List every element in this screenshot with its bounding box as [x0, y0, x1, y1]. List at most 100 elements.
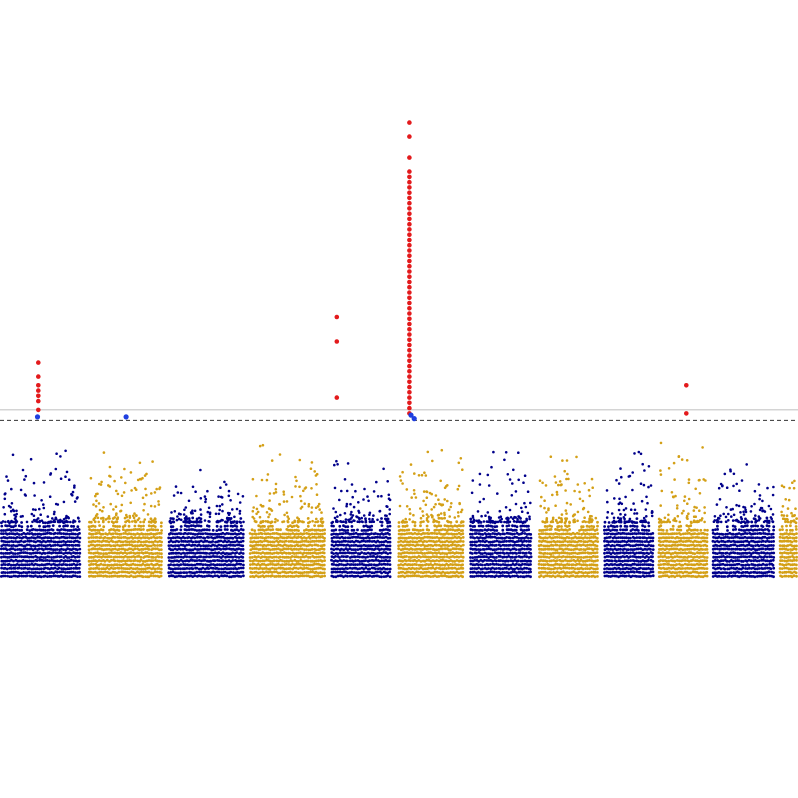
data-point — [449, 548, 452, 552]
data-point — [514, 555, 518, 559]
data-point — [287, 574, 290, 578]
data-point — [609, 567, 613, 571]
data-point — [101, 509, 104, 513]
data-point — [334, 555, 337, 558]
data-point — [421, 528, 425, 532]
data-point — [643, 563, 647, 566]
data-point — [529, 540, 532, 543]
data-point — [350, 548, 354, 551]
data-point — [251, 477, 255, 481]
data-point — [342, 543, 346, 547]
data-point — [397, 575, 401, 578]
data-point — [403, 551, 407, 555]
data-point — [346, 559, 349, 563]
data-point — [121, 559, 125, 562]
data-point — [577, 570, 581, 574]
data-point — [384, 567, 387, 571]
data-point — [523, 532, 527, 535]
data-point — [12, 528, 15, 532]
data-point — [455, 532, 459, 536]
data-point — [503, 458, 506, 462]
data-point — [227, 532, 231, 535]
data-point — [424, 503, 428, 507]
data-point — [362, 536, 366, 540]
data-point — [495, 574, 498, 578]
data-point — [133, 540, 137, 543]
data-point — [417, 551, 421, 555]
data-point — [96, 516, 100, 520]
data-point — [350, 516, 354, 519]
data-point — [145, 551, 149, 554]
data-point — [55, 548, 59, 551]
data-point — [473, 570, 476, 574]
data-point — [315, 574, 318, 578]
data-point — [53, 510, 56, 514]
data-point — [23, 547, 27, 551]
data-point — [625, 528, 629, 532]
data-point — [499, 559, 503, 562]
data-point — [241, 566, 245, 570]
data-point — [481, 533, 485, 536]
data-point — [32, 567, 35, 571]
data-point — [476, 510, 480, 513]
data-point — [368, 574, 372, 578]
data-point — [571, 514, 575, 518]
data-point — [195, 566, 199, 570]
data-point — [121, 563, 125, 566]
data-point — [92, 503, 95, 506]
data-point — [260, 478, 264, 482]
data-point — [187, 499, 191, 503]
data-point — [45, 559, 49, 562]
data-point — [62, 548, 66, 551]
data-point — [113, 516, 116, 519]
data-point — [495, 529, 499, 532]
data-point — [154, 528, 157, 532]
data-point — [378, 544, 381, 548]
data-point — [545, 518, 548, 521]
data-point — [250, 571, 254, 574]
data-point — [609, 552, 613, 556]
data-point — [635, 555, 638, 559]
data-point — [308, 555, 312, 559]
data-point — [619, 528, 622, 532]
data-point — [229, 532, 233, 536]
data-point — [407, 528, 411, 532]
data-point — [507, 528, 511, 532]
data-point — [262, 571, 266, 574]
data-point — [12, 540, 15, 544]
data-point — [194, 490, 197, 494]
data-point — [513, 543, 517, 547]
data-point — [302, 563, 306, 567]
data-point — [457, 514, 460, 518]
data-point — [151, 528, 155, 532]
data-point — [143, 518, 147, 521]
data-point — [89, 570, 93, 574]
data-point — [55, 452, 58, 456]
data-point — [362, 567, 366, 571]
data-point — [71, 536, 75, 540]
data-point — [397, 552, 401, 555]
data-point — [360, 544, 363, 548]
data-point — [137, 539, 141, 543]
data-point — [384, 514, 387, 517]
data-point — [215, 563, 219, 567]
data-point — [195, 517, 199, 521]
data-point — [539, 504, 542, 508]
data-point — [560, 520, 563, 524]
data-point — [138, 567, 141, 571]
data-point — [571, 551, 575, 555]
data-point — [343, 478, 347, 481]
data-point — [549, 540, 553, 544]
data-point — [549, 555, 553, 558]
data-point — [193, 543, 197, 547]
data-point — [13, 513, 16, 517]
data-point — [413, 492, 416, 496]
data-point — [120, 555, 123, 559]
data-point — [549, 571, 553, 574]
data-point — [352, 528, 356, 532]
data-point — [317, 574, 320, 578]
data-point — [74, 543, 78, 547]
data-point — [399, 479, 403, 482]
data-point — [354, 489, 357, 493]
data-point — [311, 570, 315, 574]
